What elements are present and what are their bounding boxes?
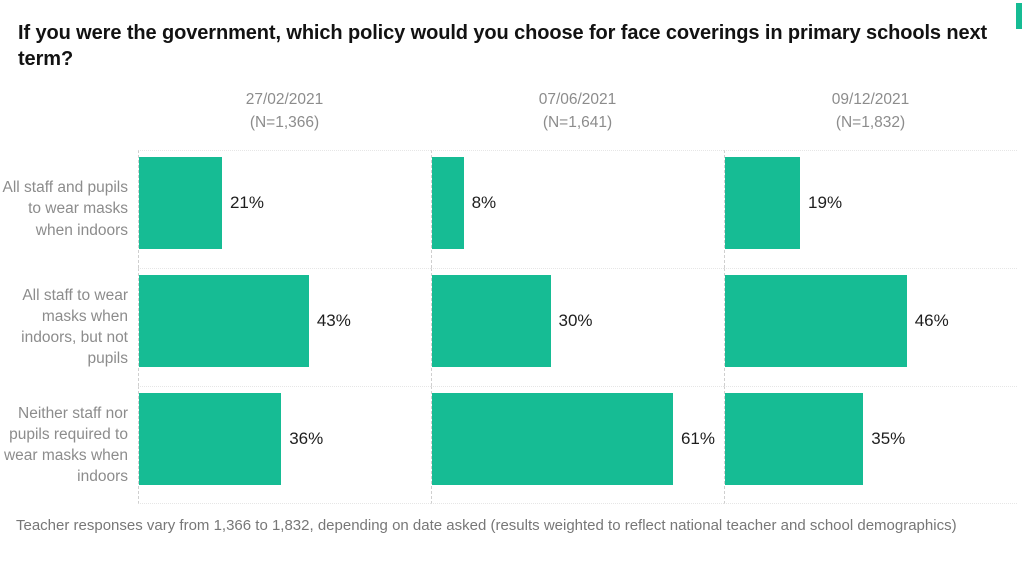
bar: [432, 157, 464, 249]
bar: [432, 393, 673, 485]
bar: [139, 275, 309, 367]
bar-value-label: 46%: [914, 311, 949, 330]
bar-value-label: 35%: [871, 429, 906, 448]
column-header-sample-size: (N=1,832): [835, 114, 906, 132]
column-header-sample-size: (N=1,366): [249, 114, 320, 132]
bar: [725, 393, 864, 485]
bar-chart: 27/02/2021 (N=1,366) 07/06/2021 (N=1,641) 09…: [0, 84, 1017, 504]
column-header-2: 07/06/2021 (N=1,641): [431, 84, 724, 150]
bar-cell-r2-c2: 30%: [431, 268, 724, 386]
category-label: Neither staff nor pupils required to wea…: [3, 404, 128, 486]
bar-row: 61%: [432, 393, 724, 485]
column-header-sample-size: (N=1,641): [542, 114, 613, 132]
bar-row: 46%: [725, 275, 1017, 367]
bar-row: 36%: [139, 393, 431, 485]
bar-value-label: 61%: [680, 429, 715, 448]
bar: [725, 157, 801, 249]
bar-value-label: 19%: [808, 193, 843, 212]
bar-cell-r2-c1: 43%: [138, 268, 431, 386]
bar: [139, 157, 222, 249]
bar: [432, 275, 551, 367]
bar-row: 30%: [432, 275, 724, 367]
bar-cell-r3-c1: 36%: [138, 386, 431, 504]
bar-value-label: 36%: [289, 429, 324, 448]
bar-cell-r1-c2: 8%: [431, 150, 724, 268]
category-label: All staff to wear masks when indoors, bu…: [21, 286, 128, 368]
bar-value-label: 43%: [316, 311, 351, 330]
brand-corner-mark: [1016, 3, 1022, 29]
column-header-1: 27/02/2021 (N=1,366): [138, 84, 431, 150]
chart-footnote: Teacher responses vary from 1,366 to 1,8…: [16, 517, 957, 534]
bar-row: 21%: [139, 157, 431, 249]
column-header-3: 09/12/2021 (N=1,832): [724, 84, 1017, 150]
category-label: All staff and pupils to wear masks when …: [2, 179, 128, 239]
corner-spacer: [0, 84, 138, 150]
bar-cell-r3-c2: 61%: [431, 386, 724, 504]
column-header-date: 27/02/2021: [245, 91, 324, 108]
bar-row: 8%: [432, 157, 724, 249]
chart-title: If you were the government, which policy…: [18, 22, 988, 70]
bar-cell-r3-c3: 35%: [724, 386, 1017, 504]
bar-cell-r1-c3: 19%: [724, 150, 1017, 268]
bar-cell-r2-c3: 46%: [724, 268, 1017, 386]
bar-row: 35%: [725, 393, 1017, 485]
bar-cell-r1-c1: 21%: [138, 150, 431, 268]
bar-row: 19%: [725, 157, 1017, 249]
bar-value-label: 21%: [229, 193, 264, 212]
bar-value-label: 8%: [471, 193, 497, 212]
bar-row: 43%: [139, 275, 431, 367]
bar: [139, 393, 282, 485]
column-header-date: 07/06/2021: [538, 91, 617, 108]
column-header-date: 09/12/2021: [831, 91, 910, 108]
bar-value-label: 30%: [558, 311, 593, 330]
bar: [725, 275, 907, 367]
